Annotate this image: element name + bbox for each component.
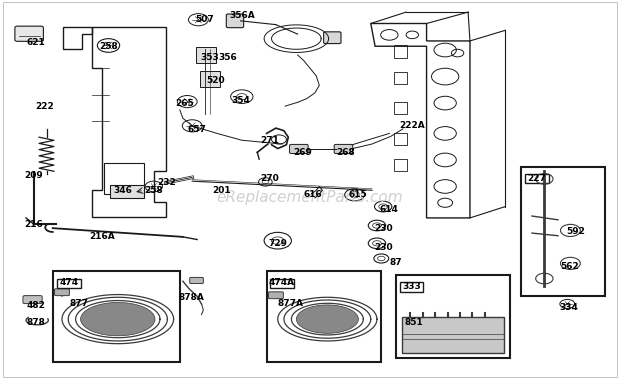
FancyBboxPatch shape bbox=[324, 32, 341, 44]
FancyBboxPatch shape bbox=[200, 71, 220, 87]
FancyBboxPatch shape bbox=[334, 144, 353, 153]
Text: 258: 258 bbox=[99, 42, 118, 51]
Text: 356: 356 bbox=[219, 53, 237, 62]
Text: 230: 230 bbox=[374, 243, 392, 252]
Bar bbox=[394, 45, 407, 58]
FancyBboxPatch shape bbox=[23, 296, 42, 304]
Text: 520: 520 bbox=[206, 76, 225, 85]
Text: 356A: 356A bbox=[229, 11, 255, 20]
FancyBboxPatch shape bbox=[55, 289, 69, 296]
Text: 474: 474 bbox=[60, 278, 78, 287]
Text: 232: 232 bbox=[157, 178, 175, 187]
Ellipse shape bbox=[296, 305, 358, 334]
Text: 271: 271 bbox=[260, 136, 279, 146]
Text: eReplacementParts.com: eReplacementParts.com bbox=[216, 190, 404, 205]
Text: 265: 265 bbox=[175, 99, 194, 108]
FancyBboxPatch shape bbox=[268, 292, 283, 299]
Text: 877A: 877A bbox=[277, 299, 303, 309]
Bar bbox=[104, 163, 144, 194]
Text: 346: 346 bbox=[113, 186, 132, 195]
Bar bbox=[53, 271, 180, 362]
Text: 474A: 474A bbox=[269, 278, 295, 287]
Text: 334: 334 bbox=[560, 303, 578, 312]
Bar bbox=[521, 167, 604, 296]
Text: 268: 268 bbox=[337, 148, 355, 157]
Text: 507: 507 bbox=[195, 15, 214, 24]
Bar bbox=[270, 279, 294, 288]
FancyBboxPatch shape bbox=[15, 26, 43, 41]
Bar bbox=[396, 275, 510, 358]
Bar bbox=[394, 72, 407, 84]
Text: 216: 216 bbox=[25, 220, 43, 229]
Text: 877: 877 bbox=[70, 299, 89, 309]
Bar bbox=[394, 159, 407, 171]
Text: 562: 562 bbox=[560, 262, 578, 271]
Text: 87: 87 bbox=[389, 258, 402, 267]
Text: 209: 209 bbox=[25, 171, 43, 180]
Text: 270: 270 bbox=[260, 174, 279, 183]
FancyBboxPatch shape bbox=[190, 277, 203, 283]
Text: 851: 851 bbox=[405, 318, 423, 327]
Text: 222A: 222A bbox=[399, 121, 425, 130]
FancyBboxPatch shape bbox=[196, 47, 216, 63]
Ellipse shape bbox=[81, 302, 155, 336]
Text: 592: 592 bbox=[566, 227, 585, 236]
Text: 222: 222 bbox=[35, 102, 54, 111]
Bar bbox=[400, 282, 423, 292]
Bar bbox=[110, 185, 144, 198]
Text: 227: 227 bbox=[528, 174, 546, 183]
Text: 482: 482 bbox=[27, 301, 45, 310]
Text: 878: 878 bbox=[27, 318, 45, 327]
Text: 353: 353 bbox=[200, 53, 219, 62]
FancyBboxPatch shape bbox=[226, 14, 244, 28]
Bar bbox=[57, 279, 81, 288]
Text: 258: 258 bbox=[144, 186, 163, 195]
Bar bbox=[267, 271, 381, 362]
Bar bbox=[402, 317, 504, 353]
Text: 354: 354 bbox=[231, 96, 250, 105]
Bar bbox=[394, 133, 407, 145]
Text: 269: 269 bbox=[293, 148, 312, 157]
Text: 216A: 216A bbox=[89, 232, 115, 241]
Text: 333: 333 bbox=[402, 282, 421, 291]
Text: 614: 614 bbox=[380, 205, 399, 214]
Bar bbox=[394, 102, 407, 114]
Text: 878A: 878A bbox=[178, 293, 204, 302]
FancyBboxPatch shape bbox=[290, 144, 308, 153]
Text: 230: 230 bbox=[374, 224, 392, 233]
Text: 621: 621 bbox=[27, 38, 45, 47]
Text: 201: 201 bbox=[213, 186, 231, 195]
Text: 657: 657 bbox=[188, 125, 206, 134]
Text: 616: 616 bbox=[304, 190, 322, 199]
Bar bbox=[525, 174, 549, 183]
Text: 615: 615 bbox=[349, 190, 368, 199]
Text: 729: 729 bbox=[268, 239, 287, 248]
